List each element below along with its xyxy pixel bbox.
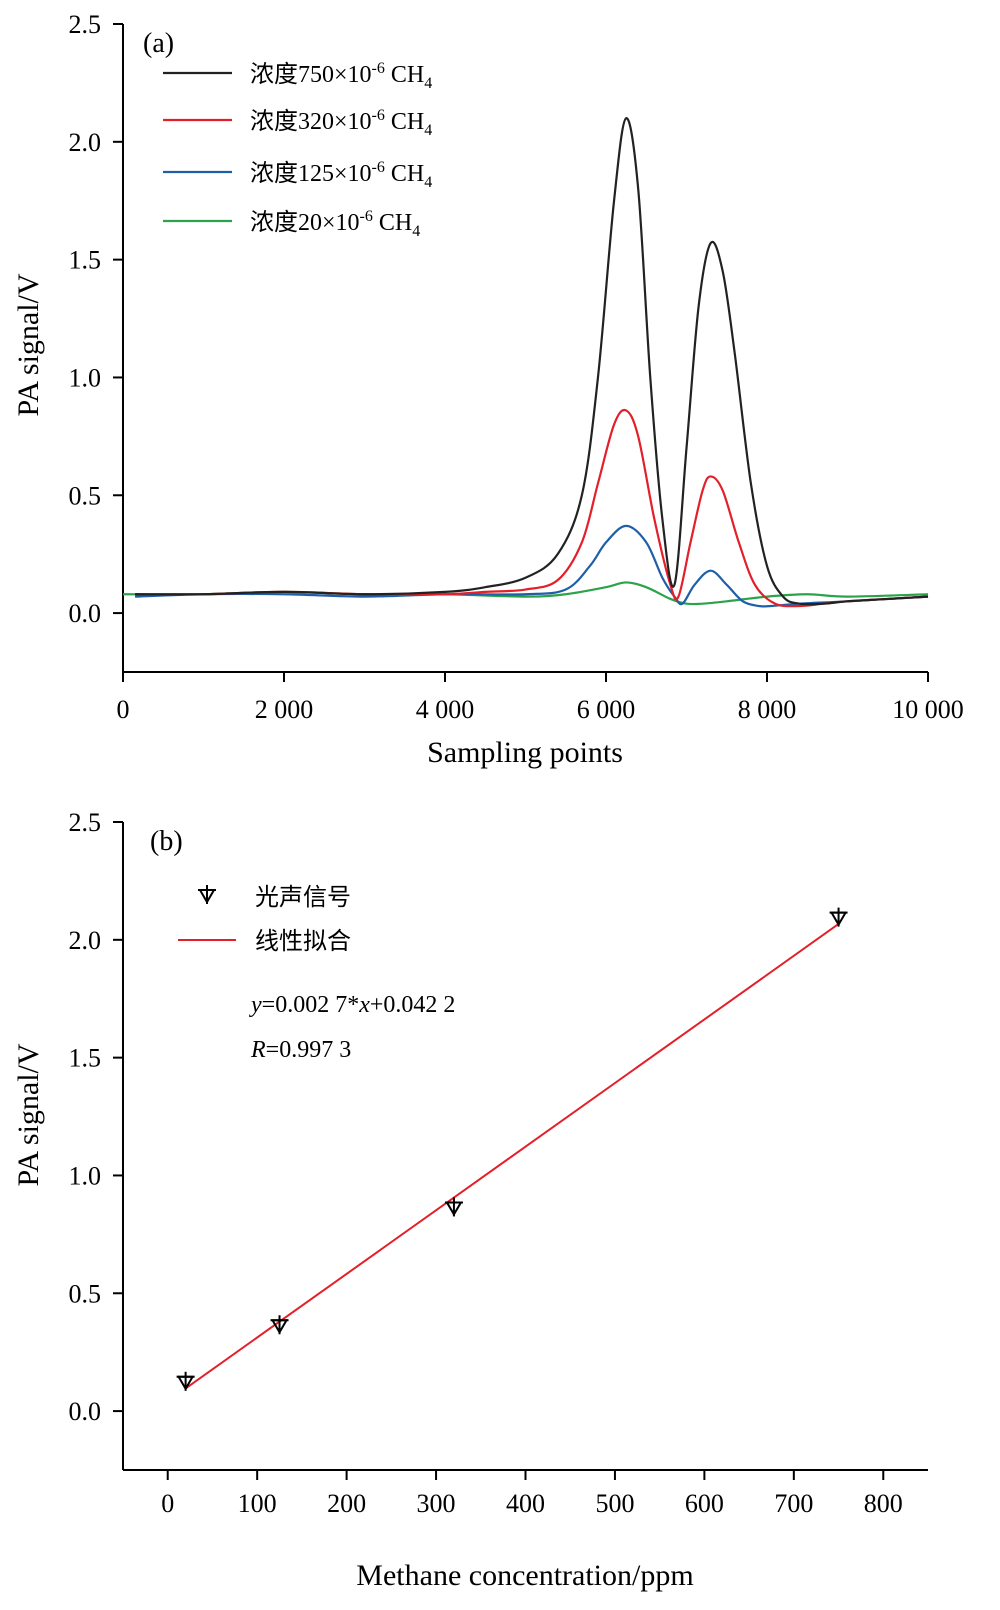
- series-line-1: [135, 408, 929, 608]
- panel-a-y-tick-label: 2.0: [69, 128, 102, 157]
- panel-a-x-tick-label: 6 000: [577, 695, 636, 724]
- panel-b-fit: [185, 923, 840, 1390]
- panel-b-y-tick-label: 2.5: [69, 808, 102, 837]
- panel-b-x-tick-label: 500: [595, 1489, 634, 1518]
- legend-marker-signal: [198, 885, 216, 904]
- panel-a-x-tick-label: 8 000: [738, 695, 797, 724]
- panel-b-x-title: Methane concentration/ppm: [356, 1559, 693, 1592]
- data-point: [444, 1197, 463, 1217]
- panel-b-scatter-chart: (b) 0.0 0.5 1.0 1.5 2.0 2.5 0 100 200 300 400 500 60…: [12, 808, 928, 1592]
- panel-a-y-tick-label: 2.5: [69, 10, 102, 39]
- fit-equation: y=0.002 7*x+0.042 2: [249, 992, 455, 1018]
- panel-b-y-tick-label: 0.5: [69, 1279, 102, 1308]
- panel-a-legend: 浓度750×10-6 CH4 浓度320×10-6 CH4 浓度125×10-6…: [163, 60, 432, 240]
- panel-b-x-tick-label: 100: [238, 1489, 277, 1518]
- panel-a-series: [122, 117, 929, 608]
- panel-a-axes: 0.0 0.5 1.0 1.5 2.0 2.5 0 2 000 4 000 6 000 8 000 1…: [69, 10, 964, 724]
- panel-b-x-tick-label: 200: [327, 1489, 366, 1518]
- panel-b-y-tick-label: 2.0: [69, 926, 102, 955]
- data-point: [176, 1371, 195, 1391]
- panel-b-x-tick-label: 300: [417, 1489, 456, 1518]
- series-line-0: [135, 117, 929, 606]
- panel-b-y-tick-label: 1.0: [69, 1161, 102, 1190]
- panel-a-x-title: Sampling points: [427, 736, 623, 769]
- legend-label-20: 浓度20×10-6 CH4: [250, 208, 420, 240]
- panel-a-y-tick-label: 1.0: [69, 363, 102, 392]
- panel-b-x-tick-label: 800: [864, 1489, 903, 1518]
- panel-a-y-tick-label: 0.5: [69, 481, 102, 510]
- panel-b-y-tick-label: 0.0: [69, 1397, 102, 1426]
- panel-b-x-tick-label: 700: [774, 1489, 813, 1518]
- panel-b-label: (b): [150, 826, 183, 857]
- fit-line: [185, 923, 840, 1390]
- panel-b-x-tick-label: 400: [506, 1489, 545, 1518]
- panel-a-x-tick-label: 2 000: [255, 695, 314, 724]
- panel-a-line-chart: (a) 0.0 0.5 1.0 1.5 2.0 2.5 0 2 000 4 000 6 000 8 …: [12, 10, 964, 769]
- legend-label-fit: 线性拟合: [255, 928, 351, 955]
- panel-a-y-tick-label: 1.5: [69, 246, 102, 275]
- panel-a-y-title: PA signal/V: [12, 273, 45, 416]
- panel-b-y-tick-label: 1.5: [69, 1044, 102, 1073]
- panel-a-y-tick-label: 0.0: [69, 599, 102, 628]
- panel-a-label: (a): [143, 28, 174, 59]
- legend-label-signal: 光声信号: [255, 884, 351, 911]
- panel-b-y-title: PA signal/V: [12, 1043, 45, 1186]
- panel-b-legend: 光声信号 线性拟合: [178, 884, 351, 955]
- legend-label-750: 浓度750×10-6 CH4: [250, 60, 432, 92]
- panel-b-x-tick-label: 0: [161, 1489, 174, 1518]
- fit-r-value: R=0.997 3: [250, 1037, 351, 1063]
- data-point: [270, 1315, 289, 1335]
- panel-b-x-tick-label: 600: [685, 1489, 724, 1518]
- panel-b-axes: 0.0 0.5 1.0 1.5 2.0 2.5 0 100 200 300 400 500 600 700…: [69, 808, 928, 1518]
- panel-b-points: [176, 907, 848, 1391]
- panel-a-x-tick-label: 10 000: [892, 695, 964, 724]
- panel-a-x-tick-label: 4 000: [416, 695, 475, 724]
- legend-label-320: 浓度320×10-6 CH4: [250, 107, 432, 139]
- series-line-2: [135, 524, 929, 608]
- data-point: [829, 907, 848, 927]
- panel-a-x-tick-label: 0: [117, 695, 130, 724]
- legend-label-125: 浓度125×10-6 CH4: [250, 159, 432, 191]
